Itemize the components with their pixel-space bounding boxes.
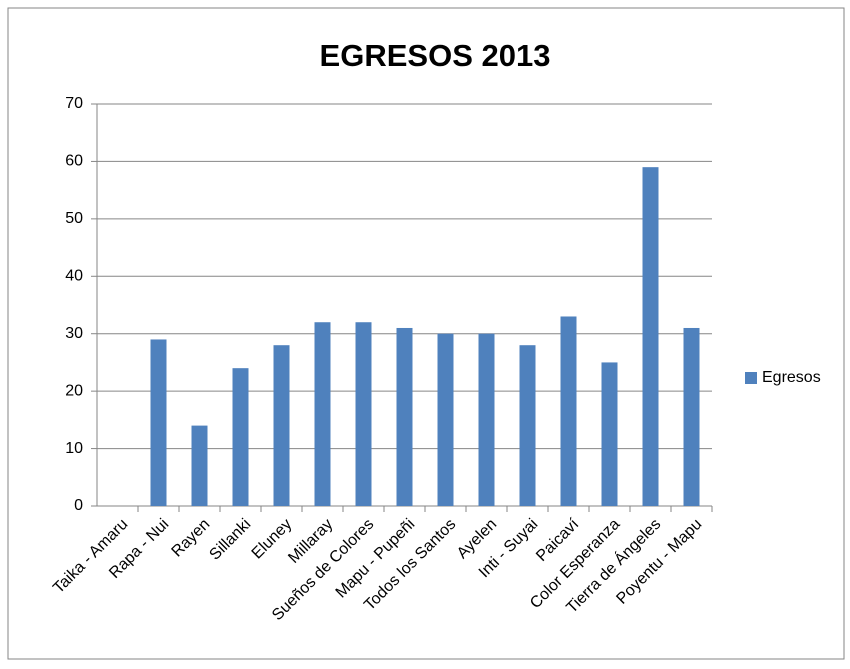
y-tick-label: 10 (65, 440, 83, 457)
legend-label: Egresos (762, 369, 821, 386)
y-tick-label: 50 (65, 210, 83, 227)
bar (273, 345, 290, 506)
bar (642, 167, 659, 506)
legend-swatch (745, 372, 757, 384)
bar (601, 362, 618, 506)
y-tick-label: 20 (65, 382, 83, 399)
bar (314, 322, 331, 506)
chart-title: EGRESOS 2013 (320, 38, 551, 73)
bar (355, 322, 372, 506)
bar (191, 425, 208, 506)
bar (478, 333, 495, 506)
y-tick-label: 0 (74, 497, 83, 514)
bar (437, 333, 454, 506)
y-tick-label: 70 (65, 95, 83, 112)
bar (150, 339, 167, 506)
bar (683, 327, 700, 506)
bar (519, 345, 536, 506)
bar (560, 316, 577, 506)
bar (232, 368, 249, 506)
y-tick-label: 60 (65, 153, 83, 170)
y-tick-label: 30 (65, 325, 83, 342)
y-tick-label: 40 (65, 268, 83, 285)
bar (396, 327, 413, 506)
